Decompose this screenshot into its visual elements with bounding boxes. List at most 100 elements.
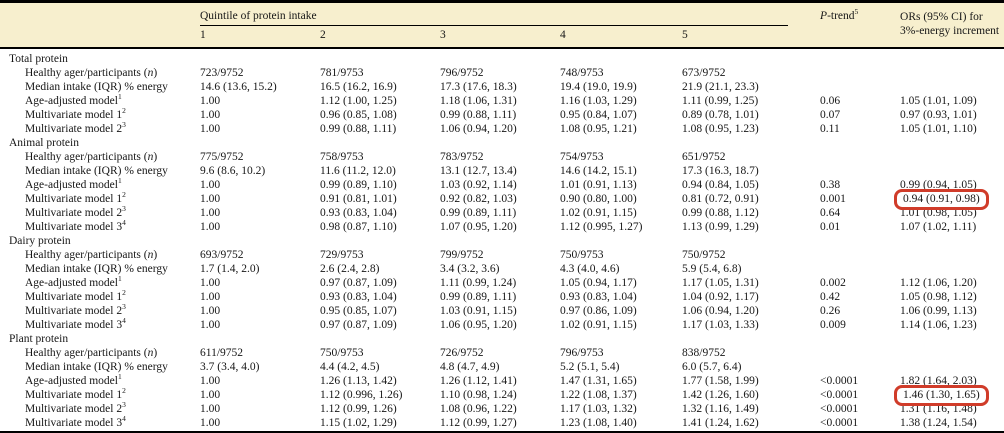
q1-cell: 775/9752: [200, 151, 244, 163]
or-cell: [900, 248, 1004, 262]
q1-cell: 1.00: [200, 109, 221, 121]
q1-cell: 1.7 (1.4, 2.0): [200, 263, 260, 275]
q1-cell: 723/9752: [200, 67, 244, 79]
row-label: Multivariate model 12: [25, 386, 126, 401]
q3-cell: 726/9752: [440, 347, 484, 359]
q1-cell: 9.6 (8.6, 10.2): [200, 165, 266, 177]
q4-cell: 748/9753: [560, 67, 604, 79]
q3-cell: 1.06 (0.95, 1.20): [440, 319, 517, 331]
q1-cell: 3.7 (3.4, 4.0): [200, 361, 260, 373]
section-label: Dairy protein: [9, 235, 71, 247]
q1-cell: 1.00: [200, 123, 221, 135]
q5-cell: 6.0 (5.7, 6.4): [682, 361, 742, 373]
q4-cell: 1.08 (0.95, 1.21): [560, 123, 637, 135]
row-label: Multivariate model 34: [25, 414, 126, 429]
or-cell: 1.38 (1.24, 1.54): [900, 417, 977, 429]
row-label: Healthy ager/participants (n): [25, 67, 158, 79]
q5-cell: 1.77 (1.58, 1.99): [682, 375, 759, 387]
q2-cell: 0.96 (0.85, 1.08): [320, 109, 397, 121]
q4-cell: 4.3 (4.0, 4.6): [560, 263, 620, 275]
row-label: Multivariate model 12: [25, 288, 126, 303]
q1-cell: 14.6 (13.6, 15.2): [200, 81, 277, 93]
q5-cell: 651/9752: [682, 151, 726, 163]
q1-cell: 1.00: [200, 221, 221, 233]
q3-cell: 799/9752: [440, 249, 484, 261]
p-trend-cell: <0.0001: [820, 375, 859, 387]
p-trend-cell: 0.11: [820, 123, 840, 135]
p-trend-cell: [820, 164, 900, 178]
section-label: Animal protein: [9, 137, 79, 149]
row-label: Multivariate model 23: [25, 302, 126, 317]
q5-cell: 1.42 (1.26, 1.60): [682, 389, 759, 401]
p-trend-cell: [820, 262, 900, 276]
section-label: Plant protein: [9, 333, 69, 345]
q4-cell: 0.90 (0.80, 1.00): [560, 193, 637, 205]
highlight-box: 1.46 (1.30, 1.65): [894, 385, 989, 406]
row-label: Age-adjusted model1: [25, 274, 122, 289]
table-row: Median intake (IQR) % energy 14.6 (13.6, …: [0, 80, 1004, 94]
or-cell: [900, 66, 1004, 80]
section-row: Total protein: [0, 48, 1004, 66]
q2-cell: 1.12 (0.996, 1.26): [320, 389, 403, 401]
q2-cell: 0.93 (0.83, 1.04): [320, 207, 397, 219]
q5-cell: 1.11 (0.99, 1.25): [682, 95, 759, 107]
q2-cell: 1.12 (1.00, 1.25): [320, 95, 397, 107]
q4-cell: 1.05 (0.94, 1.17): [560, 277, 637, 289]
q3-cell: 0.99 (0.89, 1.11): [440, 291, 517, 303]
q5-cell: 17.3 (16.3, 18.7): [682, 165, 759, 177]
section-row: Animal protein: [0, 136, 1004, 150]
section-row: Dairy protein: [0, 234, 1004, 248]
table-row: Multivariate model 23 1.00 0.95 (0.85, 1.0…: [0, 302, 1004, 318]
q1-cell: 1.00: [200, 375, 221, 387]
or-header-line1: ORs (95% CI) for: [900, 11, 983, 23]
q5-cell: 673/9752: [682, 67, 726, 79]
p-trend-cell: <0.0001: [820, 417, 859, 429]
row-label: Multivariate model 12: [25, 106, 126, 121]
or-cell: 1.06 (0.99, 1.13): [900, 305, 977, 317]
q4-cell: 1.17 (1.03, 1.32): [560, 403, 637, 415]
row-label: Multivariate model 23: [25, 120, 126, 135]
q4-cell: 750/9753: [560, 249, 604, 261]
table-bottom-rule: [0, 431, 1004, 433]
row-label: Age-adjusted model1: [25, 372, 122, 387]
q4-cell: 1.23 (1.08, 1.40): [560, 417, 637, 429]
q3-cell: 1.08 (0.96, 1.22): [440, 403, 517, 415]
section-label: Total protein: [9, 53, 68, 65]
or-cell: [900, 262, 1004, 276]
p-trend-cell: 0.64: [820, 207, 841, 219]
section-row: Plant protein: [0, 332, 1004, 346]
row-label: Median intake (IQR) % energy: [25, 165, 168, 177]
q2-cell: 0.99 (0.88, 1.11): [320, 123, 397, 135]
q5-cell: 750/9752: [682, 249, 726, 261]
or-cell: 1.12 (1.06, 1.20): [900, 277, 977, 289]
p-trend-cell: [820, 150, 900, 164]
q2-cell: 0.91 (0.81, 1.01): [320, 193, 397, 205]
table-row: Median intake (IQR) % energy 1.7 (1.4, 2.…: [0, 262, 1004, 276]
q4-cell: 1.16 (1.03, 1.29): [560, 95, 637, 107]
q3-cell: 0.99 (0.89, 1.11): [440, 207, 517, 219]
q5-cell: 1.17 (1.03, 1.33): [682, 319, 759, 331]
table-row: Age-adjusted model1 1.00 1.12 (1.00, 1.25)…: [0, 93, 1004, 108]
q1-cell: 1.00: [200, 95, 221, 107]
q3-cell: 783/9752: [440, 151, 484, 163]
p-trend-cell: 0.002: [820, 277, 846, 289]
q2-cell: 2.6 (2.4, 2.8): [320, 263, 380, 275]
q4-cell: 19.4 (19.0, 19.9): [560, 81, 637, 93]
q2-cell: 0.93 (0.83, 1.04): [320, 291, 397, 303]
q2-cell: 729/9753: [320, 249, 364, 261]
highlight-box: 0.94 (0.91, 0.98): [894, 189, 989, 210]
q1-cell: 1.00: [200, 417, 221, 429]
q2-cell: 11.6 (11.2, 12.0): [320, 165, 396, 177]
or-cell: 1.07 (1.02, 1.11): [900, 221, 977, 233]
table-row: Multivariate model 23 1.00 0.93 (0.83, 1.0…: [0, 205, 1004, 220]
row-label: Multivariate model 12: [25, 190, 126, 205]
row-label: Multivariate model 34: [25, 218, 126, 233]
table-header: Quintile of protein intake P-trend5 ORs …: [0, 0, 1004, 49]
q4-cell: 1.02 (0.91, 1.15): [560, 319, 637, 331]
row-label: Multivariate model 34: [25, 316, 126, 331]
q1-cell: 1.00: [200, 193, 221, 205]
table-row: Healthy ager/participants (n) 723/9752 781…: [0, 66, 1004, 80]
header-spacer: [0, 26, 200, 49]
p-trend-cell: 0.009: [820, 319, 846, 331]
